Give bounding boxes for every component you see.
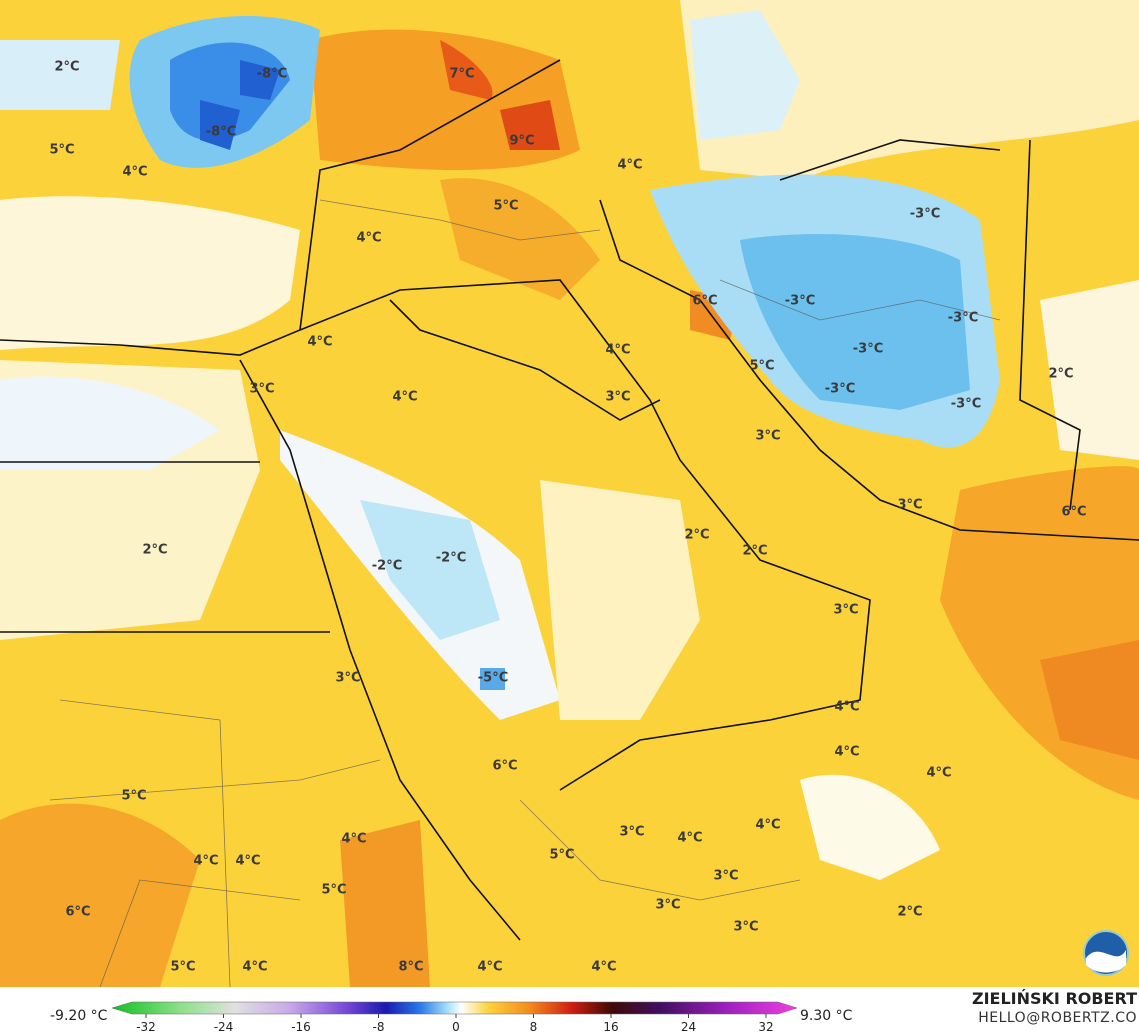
colorbar-tick-label: 16 (603, 1020, 618, 1034)
temperature-label: 9°C (509, 134, 534, 149)
temperature-label: 4°C (307, 335, 332, 350)
temperature-label: 3°C (833, 603, 858, 618)
temperature-label: 3°C (655, 898, 680, 913)
temperature-label: 4°C (617, 158, 642, 173)
temperature-label: 6°C (65, 905, 90, 920)
temperature-label: 4°C (605, 343, 630, 358)
temperature-label: 4°C (926, 766, 951, 781)
temperature-label: 4°C (356, 231, 381, 246)
temperature-label: 3°C (619, 825, 644, 840)
temperature-label: 2°C (742, 544, 767, 559)
temperature-label: 2°C (684, 528, 709, 543)
temperature-label: -8°C (206, 125, 236, 140)
temperature-label: 3°C (733, 920, 758, 935)
colorbar-tick-label: -32 (136, 1020, 156, 1034)
temperature-label: 4°C (477, 960, 502, 975)
temperature-label: -3°C (948, 311, 978, 326)
temperature-label: 3°C (249, 382, 274, 397)
colorbar-tick-label: 0 (452, 1020, 460, 1034)
temperature-label: 3°C (335, 671, 360, 686)
temperature-label: 4°C (242, 960, 267, 975)
noaa-logo (1083, 930, 1129, 976)
temperature-label: -8°C (257, 67, 287, 82)
temperature-label: 5°C (749, 359, 774, 374)
temperature-label: 2°C (54, 60, 79, 75)
colorbar-tick-label: 32 (758, 1020, 773, 1034)
temperature-label: 5°C (121, 789, 146, 804)
colorbar-min: -9.20 °C (50, 1008, 108, 1024)
temperature-label: 5°C (493, 199, 518, 214)
colorbar-max: 9.30 °C (800, 1008, 853, 1024)
temperature-label: 5°C (549, 848, 574, 863)
temperature-label: 5°C (49, 143, 74, 158)
temperature-label: 3°C (713, 869, 738, 884)
temperature-label: 4°C (193, 854, 218, 869)
temperature-label: 4°C (235, 854, 260, 869)
temperature-label: 6°C (692, 294, 717, 309)
temperature-label: -3°C (825, 382, 855, 397)
temperature-label: 5°C (321, 883, 346, 898)
temperature-label: -3°C (951, 397, 981, 412)
colorbar-tick-label: 24 (681, 1020, 696, 1034)
temperature-label: -2°C (372, 559, 402, 574)
temperature-label: 4°C (834, 700, 859, 715)
temperature-label: 8°C (398, 960, 423, 975)
temperature-label: 5°C (170, 960, 195, 975)
temperature-label: -5°C (478, 671, 508, 686)
credit-contact: HELLO@ROBERTZ.CO (978, 1010, 1137, 1026)
temperature-label: 7°C (449, 67, 474, 82)
temperature-label: -3°C (785, 294, 815, 309)
temperature-label: 4°C (392, 390, 417, 405)
colorbar-tick-label: -24 (214, 1020, 234, 1034)
temperature-label: 2°C (1048, 367, 1073, 382)
map-background (0, 0, 1139, 988)
temperature-label: -3°C (853, 342, 883, 357)
temperature-label: -2°C (436, 551, 466, 566)
credit-author: ZIELIŃSKI ROBERT (972, 989, 1137, 1008)
temperature-label: 3°C (605, 390, 630, 405)
temperature-label: 6°C (492, 759, 517, 774)
colorbar-tick-label: -16 (291, 1020, 311, 1034)
temperature-label: 4°C (755, 818, 780, 833)
temperature-label: 4°C (341, 832, 366, 847)
colorbar-tick-label: 8 (530, 1020, 538, 1034)
temperature-label: 3°C (755, 429, 780, 444)
colorbar (111, 1001, 798, 1015)
temperature-label: 3°C (897, 498, 922, 513)
temperature-label: 4°C (677, 831, 702, 846)
temperature-label: 2°C (142, 543, 167, 558)
temperature-label: 4°C (122, 165, 147, 180)
temperature-label: -3°C (910, 207, 940, 222)
colorbar-tick-label: -8 (373, 1020, 385, 1034)
temperature-label: 4°C (834, 745, 859, 760)
temperature-label: 4°C (591, 960, 616, 975)
temperature-label: 6°C (1061, 505, 1086, 520)
temperature-label: 2°C (897, 905, 922, 920)
